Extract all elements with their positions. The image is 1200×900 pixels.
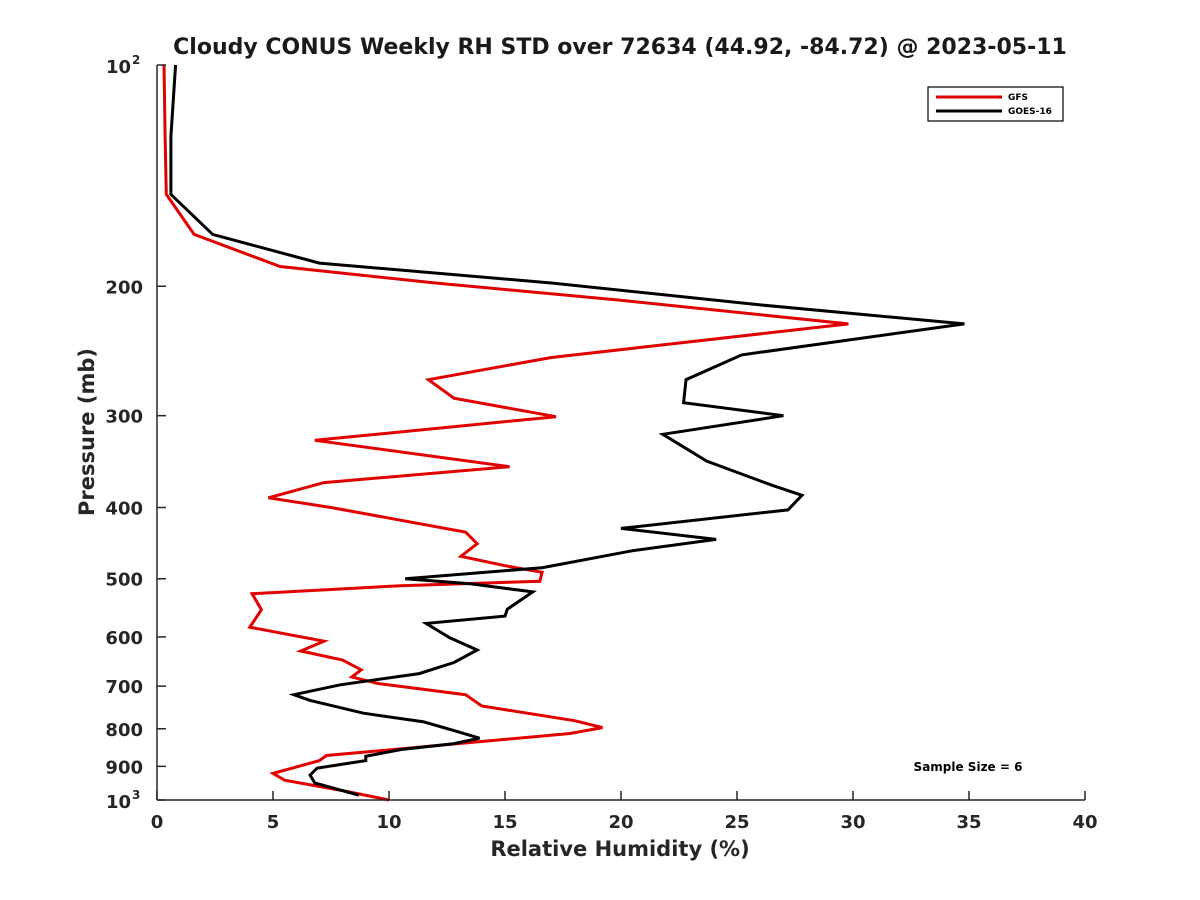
y-tick-label: 900 (105, 757, 143, 778)
x-tick-label: 0 (151, 812, 164, 833)
x-axis-label: Relative Humidity (%) (490, 837, 749, 861)
y-tick-label: 500 (105, 570, 143, 591)
series-line-goes-16 (169, 64, 965, 797)
legend-label-goes-16: GOES-16 (1008, 107, 1052, 117)
x-tick-label: 10 (376, 812, 401, 833)
y-tick-base: 10 (106, 792, 131, 813)
series-layer (162, 64, 965, 802)
y-tick-label: 600 (105, 628, 143, 649)
y-tick-exponent: 3 (132, 788, 140, 802)
legend-label-gfs: GFS (1008, 93, 1028, 103)
legend-box (927, 86, 1064, 122)
y-tick-exponent: 2 (132, 53, 140, 67)
x-tick-label: 25 (724, 812, 749, 833)
y-axis-label: Pressure (mb) (75, 348, 99, 516)
y-tick-label: 300 (105, 407, 143, 428)
series-line-gfs (162, 64, 849, 802)
y-tick-label-top: 10 2 (106, 53, 140, 78)
x-tick-label: 35 (956, 812, 981, 833)
x-tick-label: 20 (608, 812, 633, 833)
x-tick-label: 30 (840, 812, 865, 833)
y-tick-label: 400 (105, 499, 143, 520)
legend: GFS GOES-16 (927, 86, 1064, 122)
y-tick-label: 800 (105, 720, 143, 741)
y-tick-label-bottom: 10 3 (106, 788, 140, 813)
x-tick-label: 40 (1072, 812, 1097, 833)
y-tick-base: 10 (106, 57, 131, 78)
x-tick-label: 5 (267, 812, 280, 833)
y-tick-label: 700 (105, 677, 143, 698)
x-tick-label: 15 (492, 812, 517, 833)
y-tick-label: 200 (105, 277, 143, 298)
chart-title: Cloudy CONUS Weekly RH STD over 72634 (4… (173, 35, 1067, 60)
sample-size-annotation: Sample Size = 6 (914, 760, 1023, 774)
axes-layer: 0 5 10 15 20 25 30 35 40 200 300 400 500 600 700 800 900… (105, 53, 1097, 833)
